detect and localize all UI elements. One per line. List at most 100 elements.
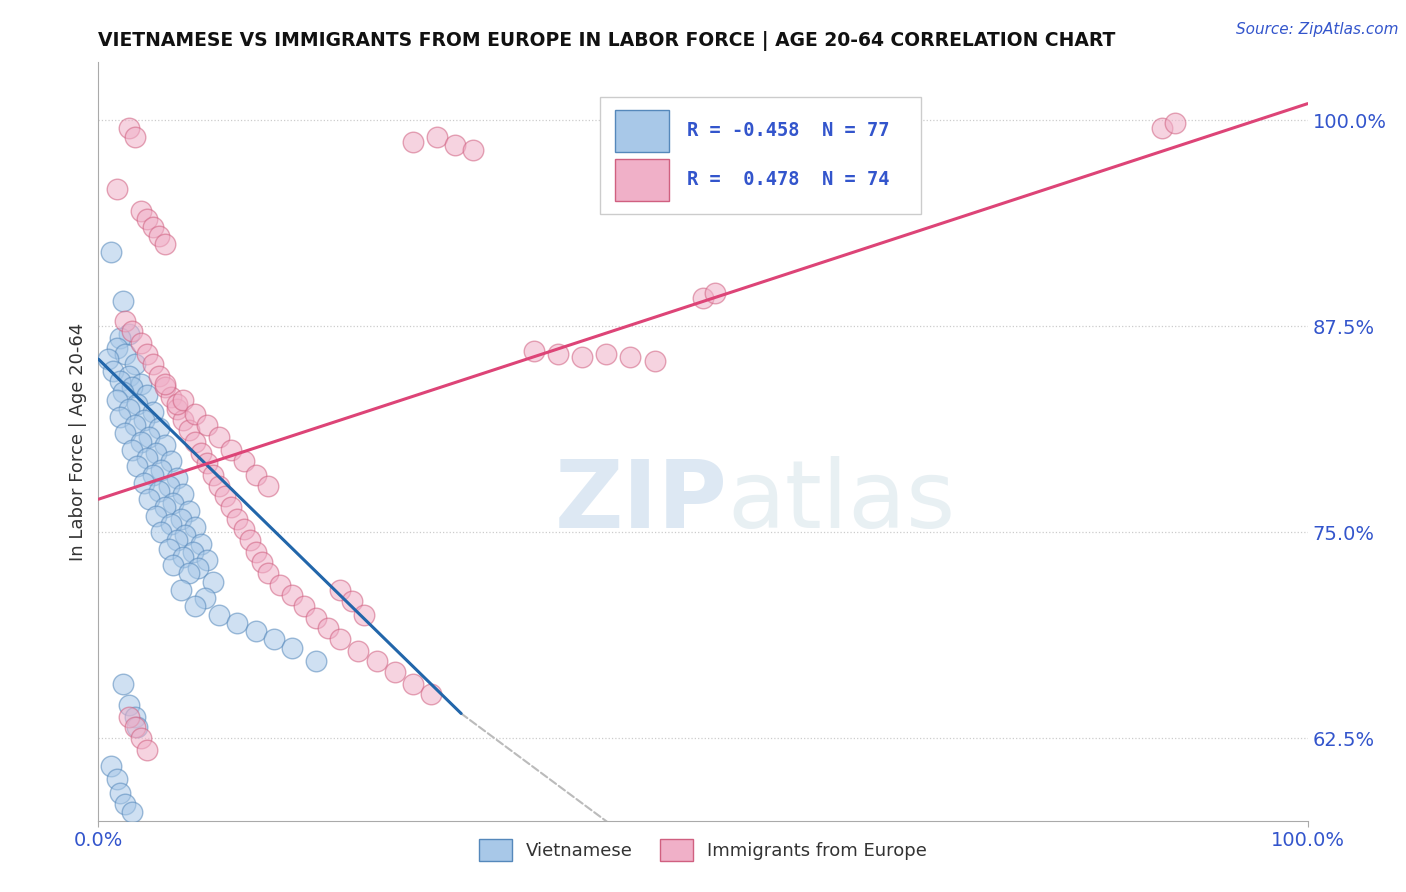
Point	[100, 244, 122, 259]
Point	[105, 341, 128, 355]
Point	[169, 582, 191, 597]
Point	[157, 479, 180, 493]
Point	[172, 413, 194, 427]
Point	[162, 495, 184, 509]
Text: ZIP: ZIP	[554, 456, 727, 549]
Point	[179, 423, 201, 437]
Point	[148, 228, 170, 243]
Point	[226, 615, 249, 630]
Text: Source: ZipAtlas.com: Source: ZipAtlas.com	[1236, 22, 1399, 37]
Point	[142, 405, 165, 419]
Point	[463, 143, 485, 157]
Point	[127, 720, 149, 734]
Point	[108, 409, 131, 424]
Point	[108, 786, 131, 800]
Point	[184, 599, 207, 614]
Point	[172, 487, 194, 501]
Point	[644, 353, 666, 368]
Point	[153, 236, 176, 251]
Point	[232, 522, 254, 536]
Point	[97, 352, 120, 367]
Text: atlas: atlas	[727, 456, 956, 549]
Point	[135, 388, 157, 402]
Point	[239, 533, 262, 548]
Point	[184, 434, 207, 449]
Point	[127, 396, 149, 410]
Point	[118, 327, 141, 342]
Point	[105, 182, 128, 196]
Point	[444, 137, 467, 152]
Point	[281, 640, 304, 655]
Point	[523, 343, 546, 358]
Point	[114, 797, 136, 812]
Point	[194, 591, 217, 606]
Point	[208, 607, 231, 622]
Point	[142, 220, 165, 235]
Point	[181, 545, 204, 559]
Point	[384, 665, 406, 680]
Point	[166, 401, 188, 416]
Point	[329, 632, 352, 647]
Point	[129, 335, 152, 350]
Point	[121, 442, 143, 457]
Point	[153, 376, 176, 391]
Point	[226, 512, 249, 526]
Point	[166, 396, 188, 410]
Text: R =  0.478  N = 74: R = 0.478 N = 74	[688, 170, 890, 189]
Point	[1152, 121, 1174, 136]
Point	[169, 512, 191, 526]
Point	[208, 429, 231, 443]
Point	[1163, 116, 1185, 130]
Point	[135, 743, 157, 757]
Point	[124, 129, 146, 144]
Point	[190, 446, 212, 460]
Point	[134, 413, 156, 427]
Bar	[614, 159, 669, 201]
Point	[124, 357, 146, 371]
Point	[353, 607, 375, 622]
Point	[329, 582, 352, 597]
Point	[426, 129, 449, 144]
Point	[281, 588, 304, 602]
Point	[292, 599, 315, 614]
Point	[108, 331, 131, 345]
Point	[172, 393, 194, 408]
Point	[160, 454, 183, 468]
Point	[571, 351, 593, 365]
Point	[202, 467, 225, 482]
Point	[250, 555, 273, 569]
Point	[187, 561, 209, 575]
Point	[704, 286, 727, 301]
Point	[366, 654, 388, 668]
Point	[190, 537, 212, 551]
Point	[595, 347, 617, 361]
Point	[134, 475, 156, 490]
Point	[153, 438, 176, 452]
Point	[160, 390, 183, 404]
Point	[129, 376, 152, 391]
Point	[105, 393, 128, 408]
Point	[129, 203, 152, 218]
Point	[124, 720, 146, 734]
Point	[619, 351, 641, 365]
Point	[172, 549, 194, 564]
Point	[105, 772, 128, 787]
Point	[179, 566, 201, 581]
Point	[138, 492, 160, 507]
Point	[135, 212, 157, 227]
Point	[305, 654, 328, 668]
Point	[114, 314, 136, 328]
Point	[162, 558, 184, 573]
Point	[269, 578, 291, 592]
Point	[111, 294, 134, 309]
Point	[157, 541, 180, 556]
Point	[202, 574, 225, 589]
Point	[121, 324, 143, 338]
Point	[342, 594, 364, 608]
Point	[245, 624, 267, 638]
Point	[153, 380, 176, 394]
Point	[195, 456, 218, 470]
Point	[245, 545, 267, 559]
Point	[305, 611, 328, 625]
Point	[145, 508, 167, 523]
